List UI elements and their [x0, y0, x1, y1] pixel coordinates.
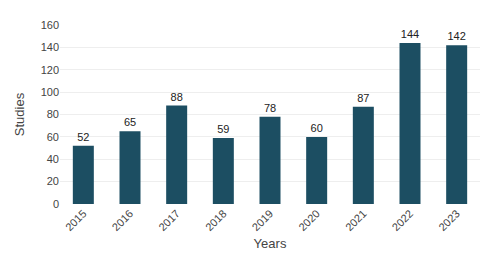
svg-text:2021: 2021: [343, 207, 369, 233]
svg-text:2022: 2022: [390, 207, 416, 233]
svg-text:120: 120: [41, 64, 59, 76]
svg-text:59: 59: [217, 123, 229, 135]
svg-text:80: 80: [47, 108, 59, 120]
svg-text:100: 100: [41, 86, 59, 98]
svg-text:142: 142: [447, 30, 465, 42]
svg-text:2016: 2016: [110, 207, 136, 233]
svg-text:Studies: Studies: [12, 92, 27, 136]
svg-text:60: 60: [311, 122, 323, 134]
svg-text:20: 20: [47, 175, 59, 187]
svg-text:2020: 2020: [296, 207, 322, 233]
svg-text:2018: 2018: [203, 207, 229, 233]
svg-text:2017: 2017: [156, 207, 182, 233]
svg-text:2015: 2015: [63, 207, 89, 233]
svg-text:2019: 2019: [250, 207, 276, 233]
svg-text:160: 160: [41, 19, 59, 31]
svg-text:140: 140: [41, 41, 59, 53]
svg-text:Years: Years: [254, 236, 287, 251]
svg-text:78: 78: [264, 102, 276, 114]
svg-text:52: 52: [77, 131, 89, 143]
svg-text:40: 40: [47, 153, 59, 165]
svg-text:87: 87: [357, 92, 369, 104]
svg-text:65: 65: [124, 116, 136, 128]
svg-text:88: 88: [171, 91, 183, 103]
svg-text:144: 144: [401, 28, 419, 40]
svg-text:60: 60: [47, 131, 59, 143]
svg-text:0: 0: [53, 198, 59, 210]
svg-text:2023: 2023: [436, 207, 462, 233]
